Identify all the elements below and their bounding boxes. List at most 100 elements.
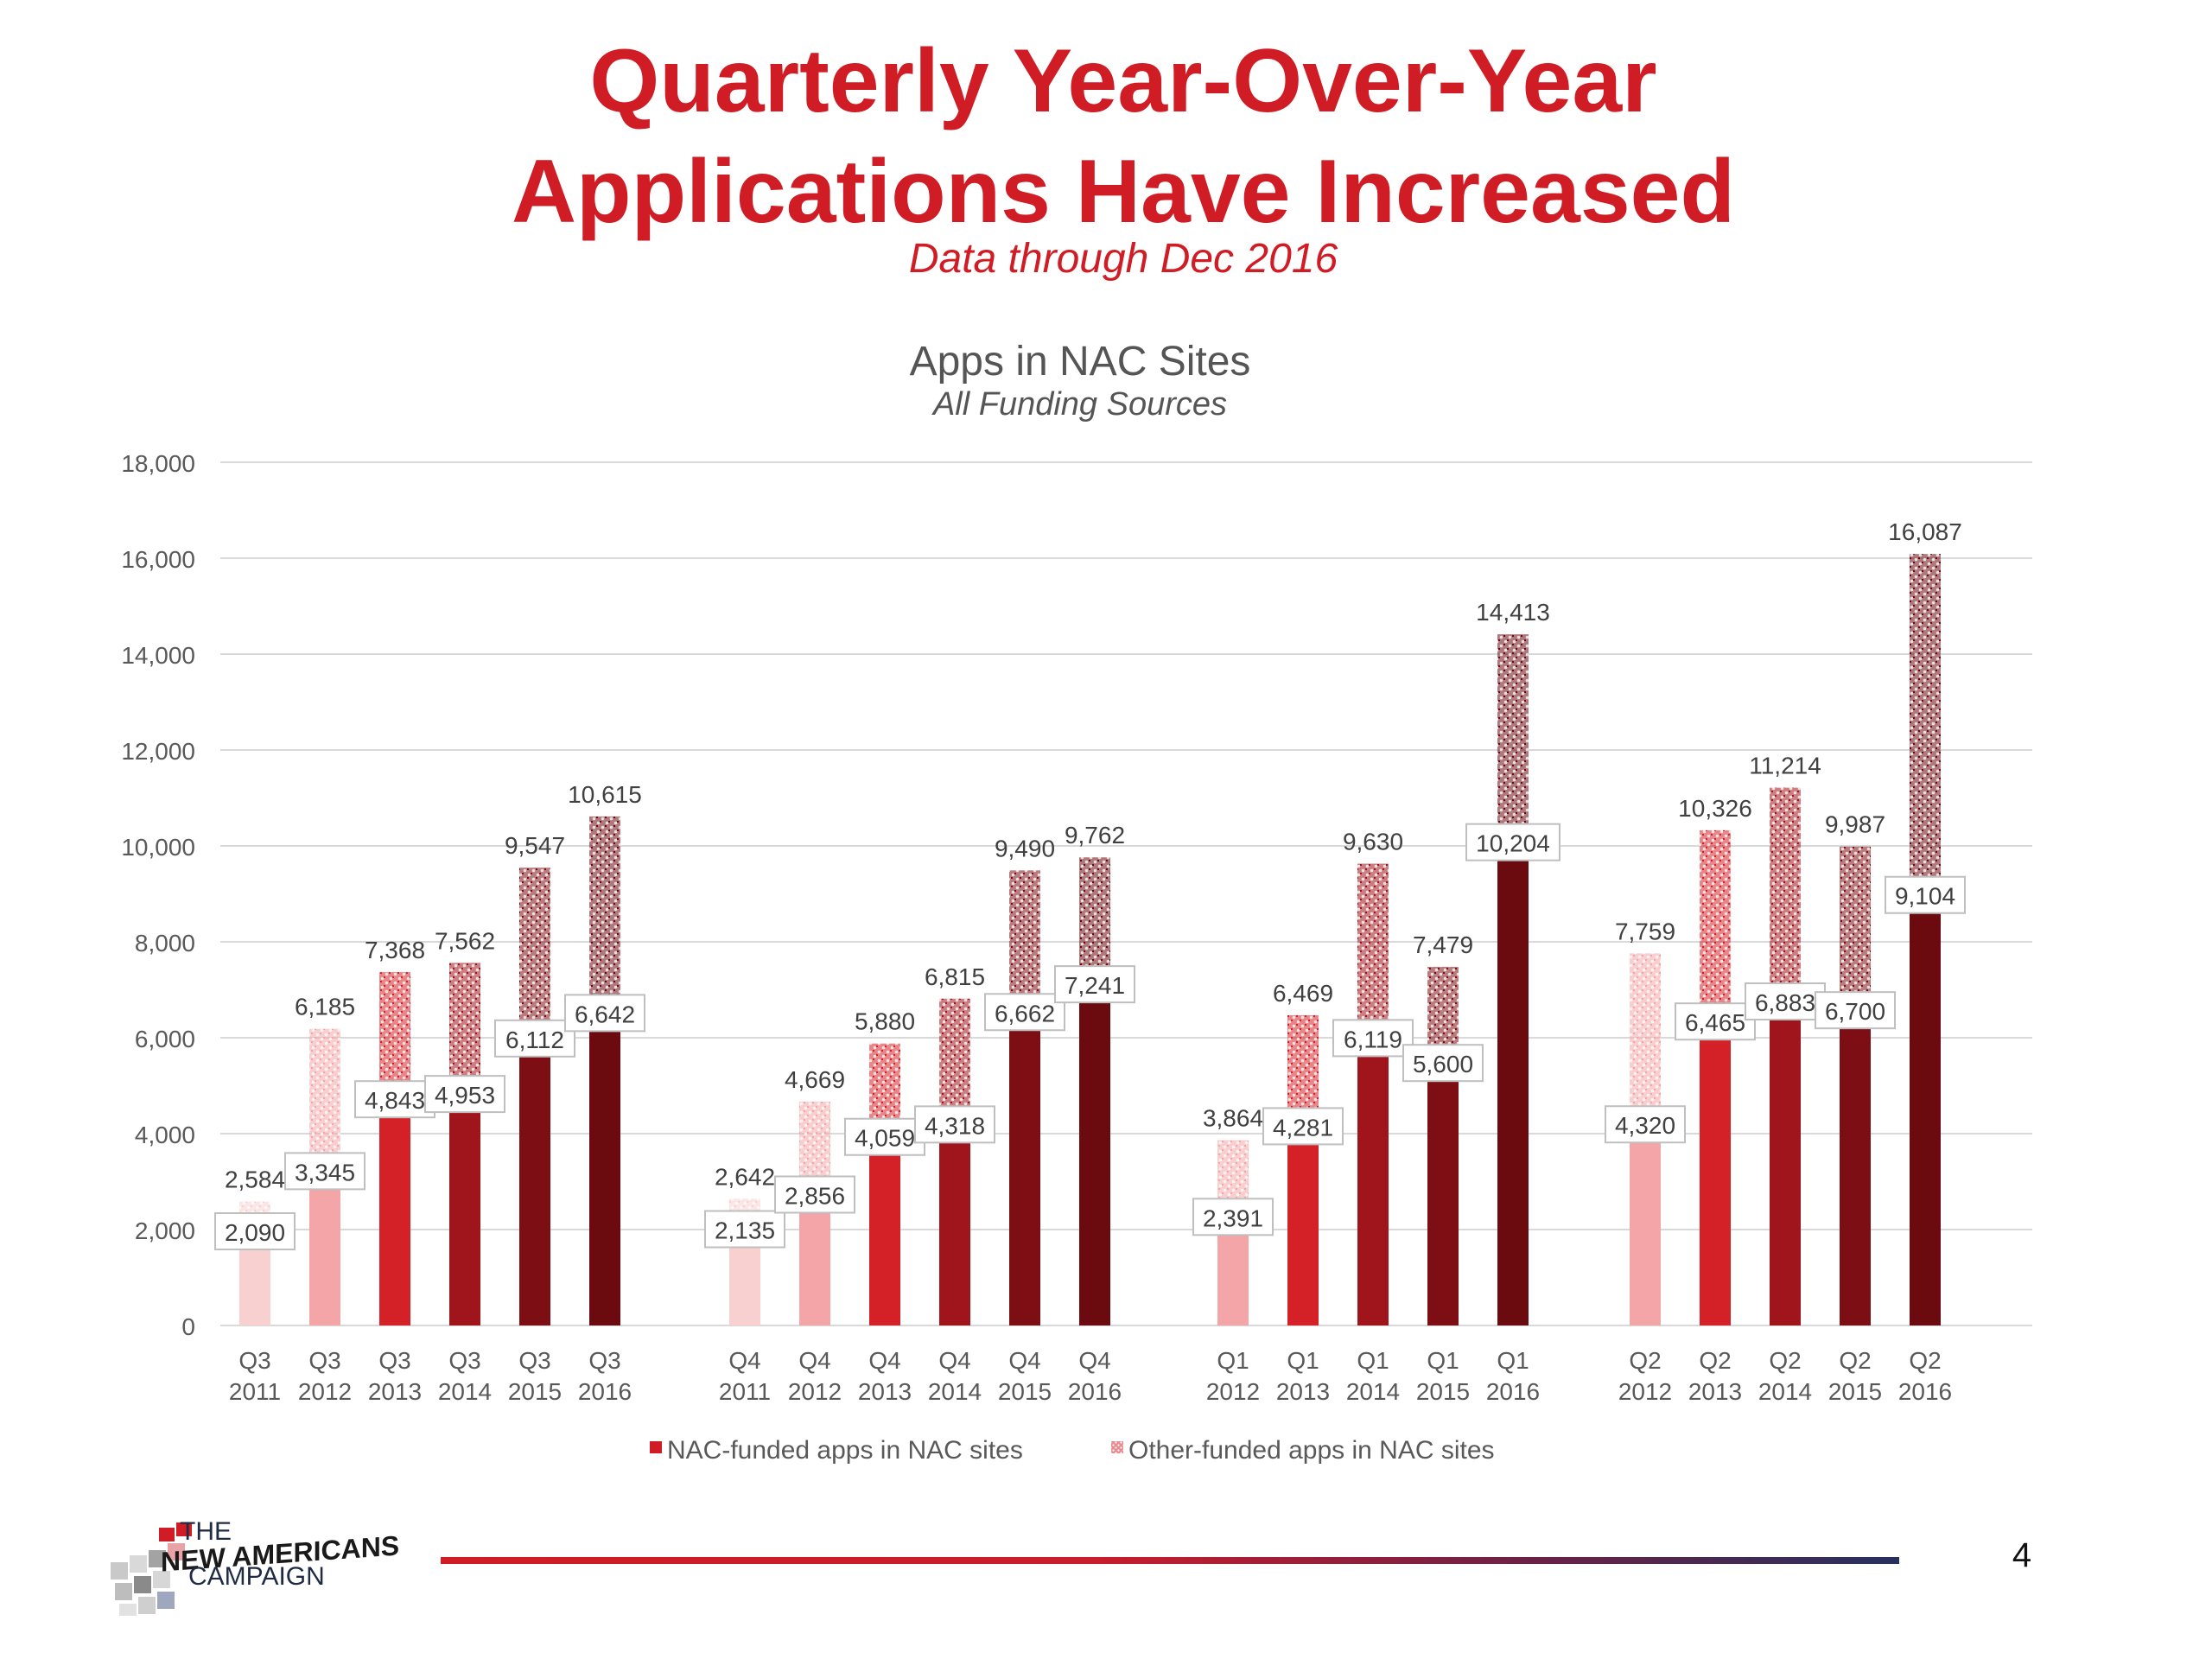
bar-nac-funded xyxy=(449,1088,480,1325)
bar-nac-funded xyxy=(869,1130,900,1325)
nac-label: 4,843 xyxy=(365,1087,425,1114)
x-tick-quarter: Q4 xyxy=(1008,1347,1040,1374)
total-label: 7,368 xyxy=(365,937,425,963)
bar-other-funded xyxy=(1700,830,1731,1016)
x-tick-year: 2016 xyxy=(1898,1378,1952,1405)
nac-label: 2,135 xyxy=(715,1217,775,1244)
slide-subtitle: Data through Dec 2016 xyxy=(908,236,1338,282)
total-label: 7,479 xyxy=(1413,931,1473,958)
bar-other-funded xyxy=(1770,787,1801,995)
legend-label-nac: NAC-funded apps in NAC sites xyxy=(667,1436,1023,1465)
nac-label: 4,318 xyxy=(925,1112,985,1139)
page-number: 4 xyxy=(2012,1536,2032,1574)
bar-other-funded xyxy=(519,868,550,1033)
nac-label-box xyxy=(1605,1105,1686,1144)
bar-other-funded xyxy=(1357,863,1389,1033)
x-tick-quarter: Q3 xyxy=(448,1347,480,1374)
bar-other-funded xyxy=(1840,846,1871,1005)
data-labels: 2,584 2,090 6,185 3,345 7,368 4,843 7,562 4,953… xyxy=(214,518,1966,1251)
nac-label-box xyxy=(1054,965,1135,1004)
nac-label: 6,700 xyxy=(1825,998,1885,1025)
nac-label: 2,090 xyxy=(225,1219,285,1246)
total-label: 2,642 xyxy=(715,1163,775,1190)
x-tick-year: 2013 xyxy=(858,1378,912,1405)
slide-title: Quarterly Year-Over-Year Applications Ha… xyxy=(0,26,2212,247)
y-tick-label: 14,000 xyxy=(121,642,195,669)
x-tick-quarter: Q4 xyxy=(1078,1347,1110,1374)
legend-swatch-other xyxy=(1111,1441,1123,1453)
nac-label-box xyxy=(564,994,645,1033)
nac-label: 4,059 xyxy=(855,1125,915,1152)
x-tick-year: 2015 xyxy=(998,1378,1052,1405)
nac-label-box xyxy=(494,1019,575,1058)
nac-label-box xyxy=(774,1175,855,1214)
nac-label-box xyxy=(1192,1198,1274,1236)
nac-label: 3,345 xyxy=(295,1159,355,1185)
nac-label: 6,662 xyxy=(995,1000,1055,1027)
bar-nac-funded xyxy=(589,1007,620,1325)
y-tick-label: 8,000 xyxy=(135,930,195,957)
campaign-logo: THE NEW AMERICANS CAMPAIGN xyxy=(111,1517,439,1616)
x-tick-quarter: Q1 xyxy=(1357,1347,1389,1374)
nac-label-box xyxy=(1815,991,1896,1030)
total-label: 9,987 xyxy=(1825,811,1885,838)
bar-other-funded xyxy=(1630,953,1661,1119)
x-tick-year: 2012 xyxy=(788,1378,842,1405)
x-tick-quarter: Q2 xyxy=(1629,1347,1661,1374)
x-tick-year: 2012 xyxy=(1618,1378,1672,1405)
nac-label: 5,600 xyxy=(1413,1051,1473,1077)
total-label: 6,815 xyxy=(925,963,985,990)
nac-label-box xyxy=(424,1075,505,1114)
x-tick-quarter: Q4 xyxy=(868,1347,900,1374)
chart-title: Apps in NAC Sites xyxy=(910,339,1251,385)
nac-label-box xyxy=(844,1117,925,1156)
y-tick-label: 6,000 xyxy=(135,1026,195,1052)
x-tick-quarter: Q1 xyxy=(1427,1347,1459,1374)
bar-nac-funded xyxy=(1009,1006,1040,1325)
total-label: 14,413 xyxy=(1476,599,1550,626)
x-tick-quarter: Q4 xyxy=(798,1347,830,1374)
total-label: 9,762 xyxy=(1065,822,1125,849)
bar-other-funded xyxy=(1910,554,1941,889)
x-tick-year: 2011 xyxy=(719,1378,771,1405)
logo-text-the: THE xyxy=(180,1517,232,1546)
y-tick-label: 18,000 xyxy=(121,450,195,477)
nac-label: 6,642 xyxy=(575,1001,635,1027)
x-tick-year: 2011 xyxy=(229,1378,281,1405)
bar-other-funded xyxy=(449,963,480,1089)
bar-other-funded xyxy=(1497,634,1529,836)
total-label: 9,630 xyxy=(1343,829,1403,855)
nac-label: 10,204 xyxy=(1476,830,1550,857)
bars xyxy=(239,554,1941,1325)
x-tick-year: 2016 xyxy=(1486,1378,1540,1405)
x-tick-year: 2015 xyxy=(508,1378,562,1405)
nac-label: 6,883 xyxy=(1755,989,1815,1016)
x-tick-quarter: Q3 xyxy=(518,1347,550,1374)
x-tick-quarter: Q2 xyxy=(1909,1347,1941,1374)
nac-label: 6,119 xyxy=(1344,1026,1402,1052)
x-tick-year: 2016 xyxy=(578,1378,632,1405)
total-label: 9,490 xyxy=(995,835,1055,861)
total-label: 6,185 xyxy=(295,994,355,1020)
nac-label-box xyxy=(1332,1019,1414,1058)
bar-nac-funded xyxy=(1840,1004,1871,1325)
x-tick-year: 2014 xyxy=(1346,1378,1400,1405)
x-tick-quarter: Q3 xyxy=(378,1347,410,1374)
x-tick-year: 2013 xyxy=(1276,1378,1330,1405)
bar-nac-funded xyxy=(1497,836,1529,1325)
x-tick-year: 2013 xyxy=(1688,1378,1742,1405)
bar-nac-funded xyxy=(1427,1057,1459,1325)
nac-label-box xyxy=(1745,982,1826,1020)
nac-label: 2,391 xyxy=(1203,1205,1263,1231)
x-tick-quarter: Q3 xyxy=(588,1347,620,1374)
nac-label-box xyxy=(1885,875,1966,914)
nac-label-box xyxy=(284,1152,365,1191)
x-tick-quarter: Q1 xyxy=(1217,1347,1249,1374)
nac-label-box xyxy=(1402,1044,1484,1083)
total-label: 4,669 xyxy=(785,1066,845,1093)
x-tick-year: 2014 xyxy=(1758,1378,1812,1405)
total-label: 3,864 xyxy=(1203,1105,1263,1132)
x-tick-quarter: Q1 xyxy=(1497,1347,1529,1374)
x-tick-quarter: Q1 xyxy=(1287,1347,1319,1374)
bar-other-funded xyxy=(309,1028,340,1166)
